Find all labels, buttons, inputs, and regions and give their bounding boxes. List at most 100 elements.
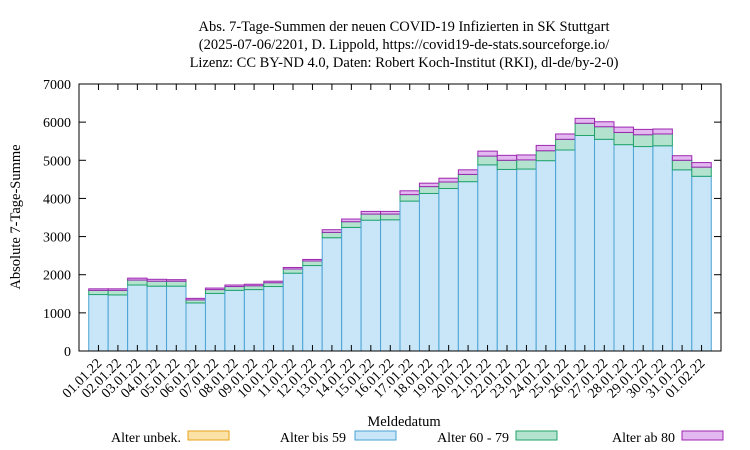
bar-07.01.22-series-2 [204,289,226,294]
legend-label-2: Alter 60 - 79 [437,431,509,446]
bar-05.01.22-series-1 [166,285,187,352]
bar-06.01.22-series-3 [185,297,206,301]
bar-07.01.22-series-1 [204,292,226,352]
bar-10.01.22-series-1 [263,286,284,352]
bar-05.01.22-series-2 [166,280,187,287]
bar-10.01.22-series-3 [263,280,284,284]
bar-18.01.22-series-3 [418,182,440,188]
bar-20.01.22-series-3 [457,169,479,175]
bar-29.01.22-series-1 [632,146,654,352]
bar-03.01.22-series-2 [127,279,148,286]
bar-23.01.22-series-1 [516,168,537,352]
bar-20.01.22-series-1 [457,181,479,352]
bar-19.01.22-series-3 [438,177,459,183]
legend: Alter unbek. Alter bis 59 Alter 60 - 79 Alt… [111,430,724,446]
bar-30.01.22-series-1 [652,145,673,352]
bar-31.01.22-series-1 [671,169,693,352]
bar-08.01.22-series-1 [224,289,245,352]
bar-13.01.22-series-3 [321,229,343,233]
bar-09.01.22-series-2 [243,285,265,291]
bar-10.01.22-series-2 [263,282,284,288]
bar-17.01.22-series-3 [399,190,420,196]
bar-15.01.22-series-2 [360,213,382,221]
bar-11.01.22-series-1 [282,272,304,352]
bar-31.01.22-series-2 [671,159,693,171]
bar-04.01.22-series-2 [146,280,168,287]
bar-17.01.22-series-2 [399,194,420,202]
bar-04.01.22-series-3 [146,278,168,282]
legend-swatch-2 [515,430,558,441]
legend-swatch-3 [681,430,724,441]
bar-22.01.22-series-1 [496,168,518,352]
bar-23.01.22-series-2 [516,159,537,170]
bar-15.01.22-series-1 [360,219,382,352]
y-tick-label-4000: 4000 [43,192,71,207]
bar-14.01.22-series-2 [341,221,362,228]
y-tick-label-1000: 1000 [43,307,71,322]
bar-24.01.22-series-3 [535,144,557,152]
bar-28.01.22-series-2 [613,131,634,146]
bar-30.01.22-series-2 [652,133,673,147]
bar-01.01.22-series-3 [88,288,109,291]
y-axis: 0 1000 2000 3000 4000 5000 6000 7000 [43,78,721,360]
bar-07.01.22-series-3 [204,287,226,291]
bar-30.01.22-series-3 [652,128,673,135]
bar-09.01.22-series-3 [243,283,265,287]
y-axis-label: Absolute 7-Tage-Summe [8,144,24,289]
bar-03.01.22-series-1 [127,284,148,352]
bar-02.01.22-series-3 [107,288,129,291]
y-tick-label-6000: 6000 [43,116,71,131]
bar-28.01.22-series-3 [613,126,634,133]
bar-27.01.22-series-2 [594,126,615,140]
bar-13.01.22-series-2 [321,231,343,239]
bar-21.01.22-series-3 [477,150,498,157]
bar-25.01.22-series-2 [555,138,576,151]
bar-02.01.22-series-1 [107,294,129,352]
bar-27.01.22-series-3 [594,121,615,128]
bar-26.01.22-series-2 [574,122,596,137]
bar-26.01.22-series-1 [574,134,596,352]
legend-swatch-1 [354,430,397,441]
chart-title: Abs. 7-Tage-Summen der neuen COVID-19 In… [190,19,619,71]
plot-frame [78,83,722,352]
bar-18.01.22-series-1 [418,192,440,352]
bar-04.01.22-series-1 [146,285,168,352]
chart-title-line-2: (2025-07-06/2201, D. Lippold, https://co… [199,37,610,53]
bar-08.01.22-series-2 [224,286,245,291]
legend-label-3: Alter ab 80 [612,431,675,446]
bar-23.01.22-series-3 [516,154,537,161]
bar-22.01.22-series-3 [496,154,518,161]
bar-05.01.22-series-3 [166,279,187,282]
bar-11.01.22-series-3 [282,266,304,270]
bar-31.01.22-series-3 [671,155,693,161]
bar-09.01.22-series-1 [243,289,265,352]
bar-12.01.22-series-2 [302,260,323,267]
bar-21.01.22-series-1 [477,164,498,352]
bar-26.01.22-series-3 [574,117,596,124]
bar-01.02.22-series-2 [691,166,712,177]
y-tick-label-7000: 7000 [43,78,71,93]
bar-24.01.22-series-1 [535,160,557,352]
bar-03.01.22-series-3 [127,277,148,281]
y-tick-label-3000: 3000 [43,231,71,246]
legend-label-1: Alter bis 59 [280,431,346,446]
bar-21.01.22-series-2 [477,155,498,166]
legend-label-0: Alter unbek. [111,431,181,446]
bar-15.01.22-series-3 [360,210,382,215]
bar-19.01.22-series-2 [438,181,459,190]
bar-01.01.22-series-2 [88,289,109,296]
bar-14.01.22-series-1 [341,226,362,352]
chart-title-line-3: Lizenz: CC BY-ND 4.0, Daten: Robert Koch… [190,55,619,71]
bar-16.01.22-series-3 [380,210,401,215]
x-axis-label: Meldedatum [367,414,441,430]
bar-02.01.22-series-2 [107,289,129,296]
chart-title-line-1: Abs. 7-Tage-Summen der neuen COVID-19 In… [199,19,610,35]
bar-12.01.22-series-3 [302,258,323,262]
bar-20.01.22-series-2 [457,173,479,183]
bar-01.02.22-series-1 [691,175,712,352]
bar-22.01.22-series-2 [496,159,518,170]
y-tick-label-5000: 5000 [43,154,71,169]
bar-13.01.22-series-1 [321,237,343,352]
bar-25.01.22-series-3 [555,133,576,140]
